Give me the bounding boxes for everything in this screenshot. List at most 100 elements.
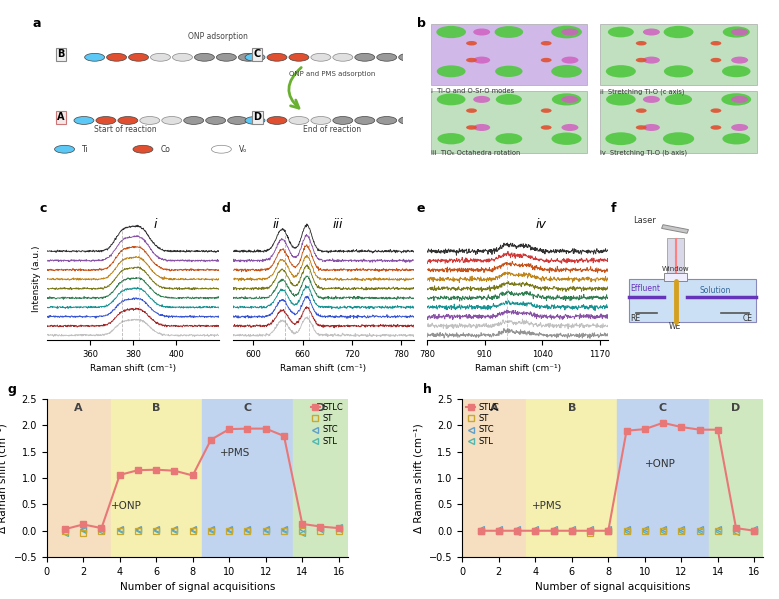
Text: i: i — [153, 219, 157, 231]
Circle shape — [354, 117, 375, 125]
Text: Co: Co — [160, 145, 171, 154]
Circle shape — [311, 53, 331, 61]
Text: g: g — [8, 383, 16, 396]
X-axis label: Number of signal acquisitions: Number of signal acquisitions — [120, 582, 275, 592]
Text: +ONP: +ONP — [111, 501, 142, 510]
Text: C: C — [243, 403, 252, 413]
Circle shape — [636, 125, 647, 130]
Text: i  Ti-O and O-Sr-O modes: i Ti-O and O-Sr-O modes — [431, 88, 514, 94]
Circle shape — [267, 53, 287, 61]
Text: Ti: Ti — [83, 145, 89, 154]
Y-axis label: Intensity (a.u.): Intensity (a.u.) — [32, 246, 41, 312]
Circle shape — [150, 53, 171, 61]
Circle shape — [107, 53, 126, 61]
Text: Effluent: Effluent — [630, 284, 661, 293]
Text: Solution: Solution — [700, 286, 731, 295]
Circle shape — [289, 53, 309, 61]
Bar — [601, 23, 756, 86]
Circle shape — [552, 65, 582, 78]
Text: Start of reaction: Start of reaction — [93, 125, 157, 134]
Circle shape — [466, 58, 477, 62]
Text: f: f — [611, 202, 616, 216]
Circle shape — [643, 124, 660, 131]
Text: A: A — [490, 403, 499, 413]
Bar — [668, 238, 684, 273]
Circle shape — [608, 26, 634, 37]
Circle shape — [562, 124, 579, 131]
Circle shape — [606, 65, 636, 77]
Bar — [462, 399, 526, 557]
Circle shape — [664, 26, 693, 38]
Text: c: c — [40, 202, 48, 216]
Circle shape — [129, 53, 149, 61]
Text: A: A — [58, 113, 65, 122]
Text: Window: Window — [661, 266, 689, 272]
Circle shape — [710, 58, 721, 62]
Circle shape — [227, 117, 248, 125]
Text: iv  Stretching Ti-O (b axis): iv Stretching Ti-O (b axis) — [601, 149, 688, 156]
Circle shape — [466, 125, 477, 130]
Text: +ONP: +ONP — [645, 458, 675, 468]
Bar — [709, 399, 763, 557]
Circle shape — [74, 117, 94, 125]
Circle shape — [162, 117, 182, 125]
Circle shape — [562, 29, 579, 35]
Circle shape — [664, 65, 693, 77]
Circle shape — [541, 125, 552, 130]
Text: ONP and PMS adsorption: ONP and PMS adsorption — [289, 71, 375, 77]
Circle shape — [643, 29, 660, 35]
Bar — [111, 399, 202, 557]
FancyArrowPatch shape — [289, 68, 301, 108]
Y-axis label: Δ Raman shift (cm⁻¹): Δ Raman shift (cm⁻¹) — [0, 423, 8, 533]
Circle shape — [267, 117, 287, 125]
X-axis label: Number of signal acquisitions: Number of signal acquisitions — [535, 582, 690, 592]
Circle shape — [710, 41, 721, 46]
Circle shape — [663, 132, 694, 145]
X-axis label: Raman shift (cm⁻¹): Raman shift (cm⁻¹) — [475, 364, 561, 373]
Text: D: D — [731, 403, 741, 413]
Circle shape — [184, 117, 203, 125]
Text: +PMS: +PMS — [220, 448, 251, 458]
X-axis label: Raman shift (cm⁻¹): Raman shift (cm⁻¹) — [90, 364, 176, 373]
Circle shape — [552, 132, 582, 145]
Circle shape — [731, 56, 748, 63]
Circle shape — [399, 53, 418, 61]
Circle shape — [473, 96, 490, 103]
Circle shape — [333, 53, 353, 61]
Text: d: d — [222, 202, 231, 216]
Circle shape — [665, 94, 692, 105]
Circle shape — [85, 53, 104, 61]
Text: ONP adsorption: ONP adsorption — [188, 32, 248, 41]
Circle shape — [436, 26, 466, 38]
Circle shape — [643, 96, 660, 103]
Text: Laser: Laser — [633, 216, 656, 225]
Circle shape — [195, 53, 214, 61]
Text: B: B — [152, 403, 160, 413]
Circle shape — [211, 146, 231, 153]
Circle shape — [562, 56, 579, 63]
Text: WE: WE — [668, 322, 681, 331]
Legend: STLC, ST, STC, STL: STLC, ST, STC, STL — [309, 402, 345, 447]
Circle shape — [245, 53, 265, 61]
Circle shape — [473, 56, 490, 63]
Circle shape — [710, 108, 721, 113]
Bar — [431, 91, 587, 153]
Text: b: b — [418, 17, 426, 29]
Circle shape — [643, 56, 660, 63]
Circle shape — [495, 94, 522, 105]
Circle shape — [495, 66, 523, 77]
Circle shape — [133, 146, 153, 153]
Text: iii  TiO₆ Octahedra rotation: iii TiO₆ Octahedra rotation — [431, 150, 520, 156]
Circle shape — [495, 133, 522, 144]
Circle shape — [139, 117, 160, 125]
Circle shape — [311, 117, 331, 125]
Bar — [431, 23, 587, 86]
Bar — [618, 399, 709, 557]
Bar — [601, 91, 756, 153]
Circle shape — [721, 93, 751, 105]
Circle shape — [731, 29, 748, 35]
Circle shape — [437, 65, 466, 77]
Circle shape — [552, 93, 581, 105]
Text: e: e — [417, 202, 425, 216]
Circle shape — [466, 41, 477, 46]
